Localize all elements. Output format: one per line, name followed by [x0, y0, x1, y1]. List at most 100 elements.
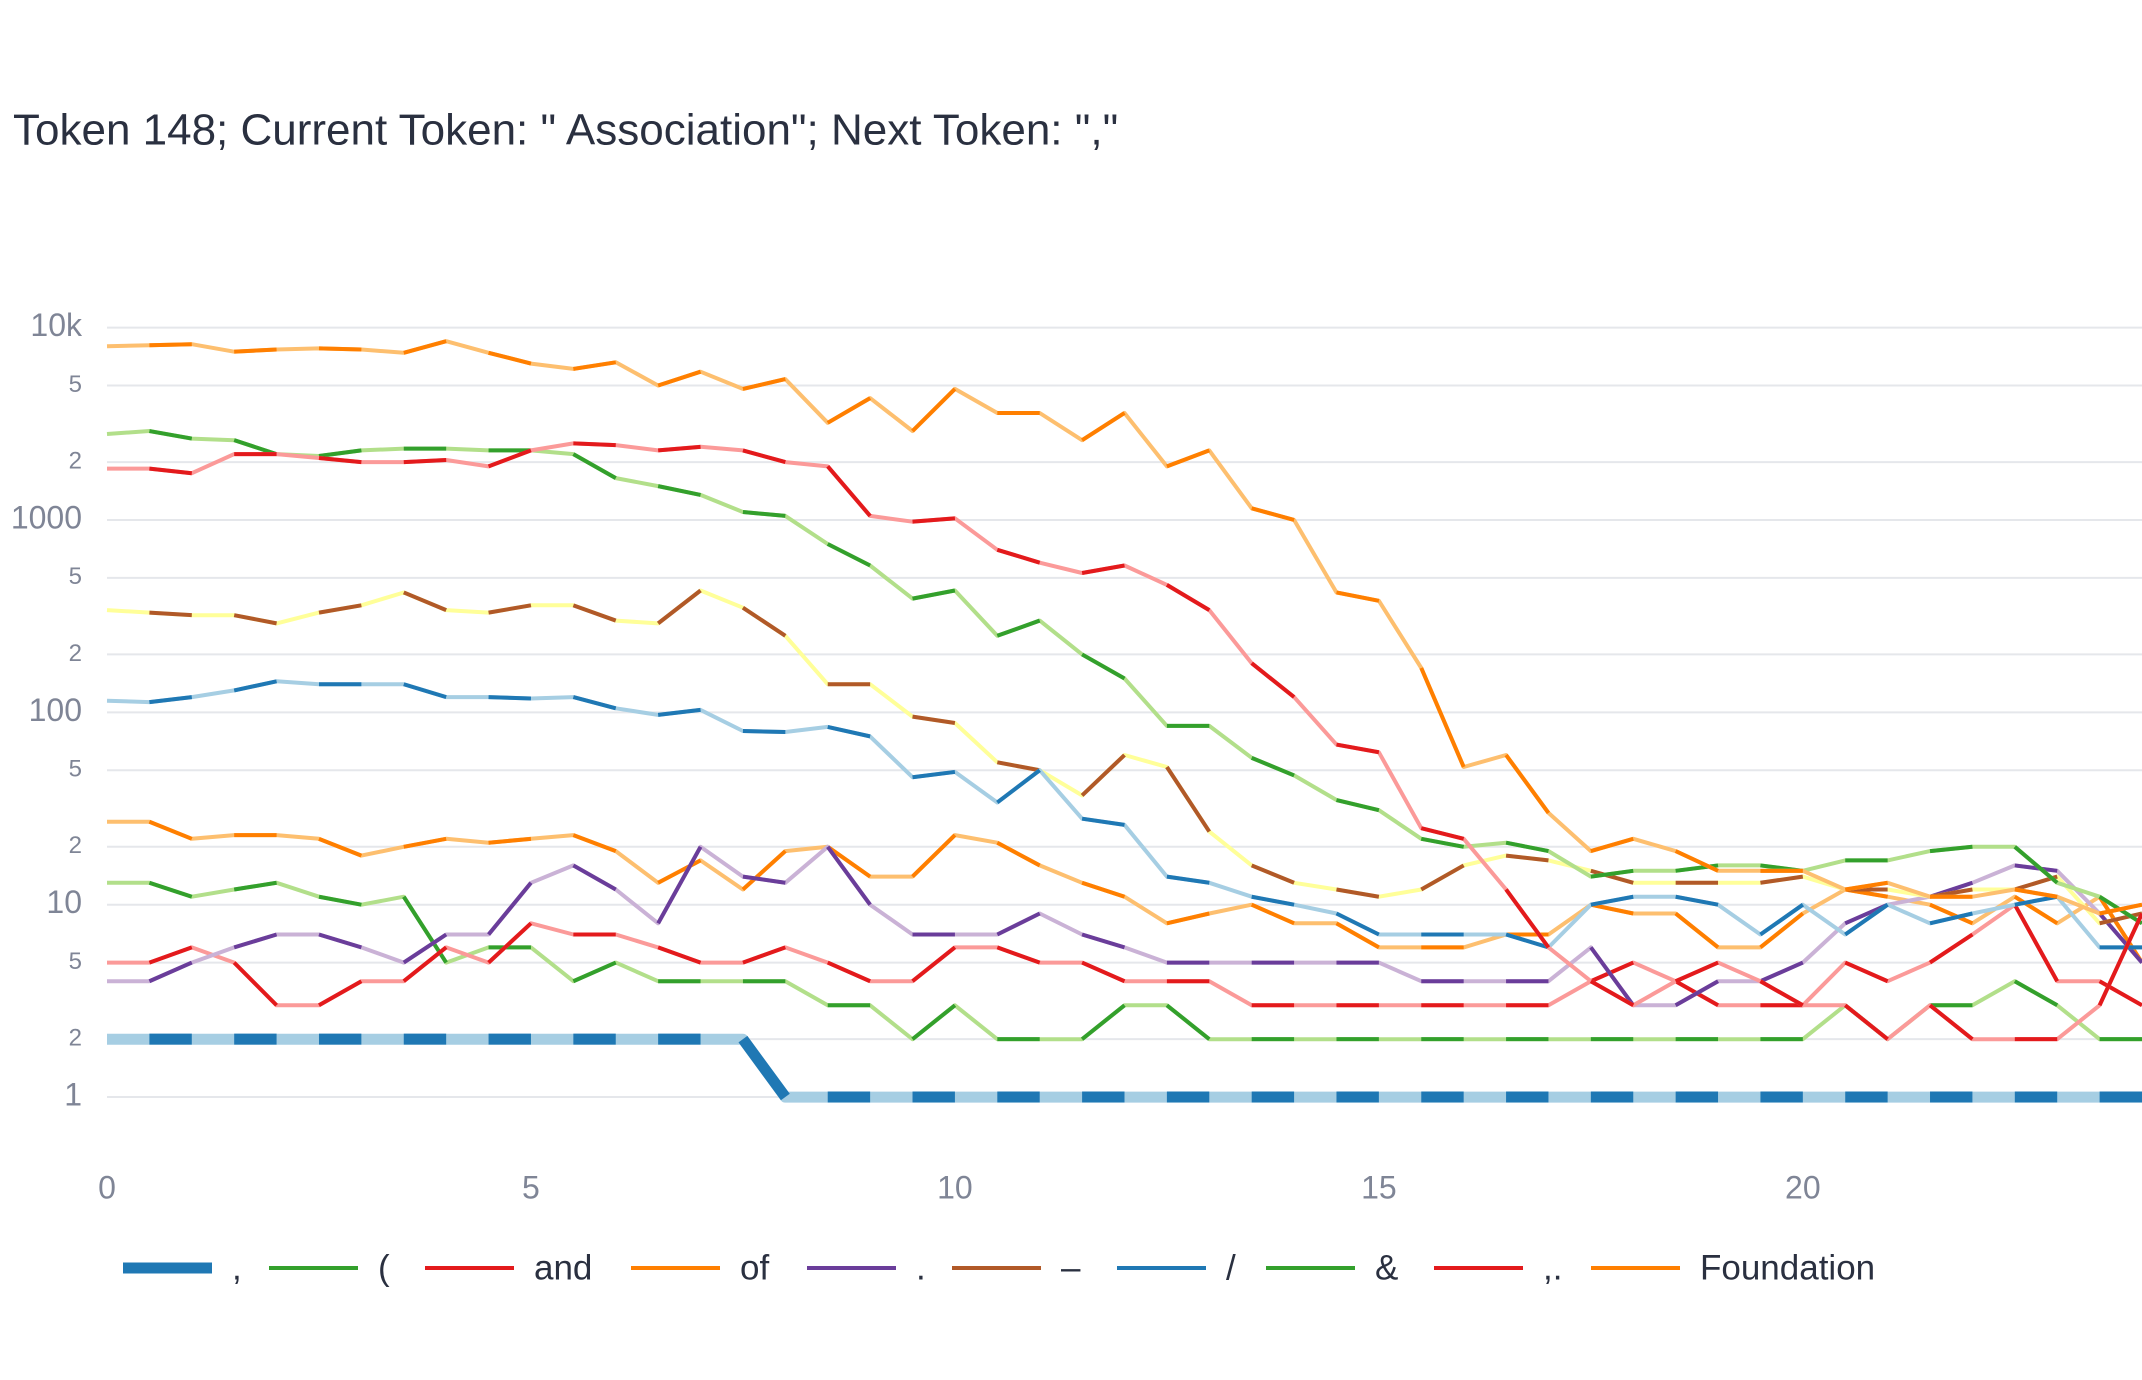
series-segment: [1165, 583, 1211, 612]
series-line: [107, 1033, 2142, 1103]
series-segment: [1590, 836, 1634, 853]
series-segment: [149, 695, 193, 705]
series-segment: [656, 588, 702, 625]
series-segment: [2014, 863, 2058, 873]
series-segment: [1336, 742, 1380, 755]
axes: 1 2 5 10 2 5 100 2 5 1000 2 5 10k 0 5 10 15 20: [11, 307, 1821, 1205]
legend-label: .: [916, 1248, 926, 1287]
series-segment: [657, 444, 701, 453]
series-segment: [1590, 868, 1634, 885]
y-tick-label: 5: [69, 948, 82, 975]
series-segment: [657, 858, 702, 885]
series-segment: [487, 448, 532, 469]
series-segment: [742, 945, 787, 965]
series-segment: [233, 438, 278, 457]
y-tick-label: 1: [64, 1077, 82, 1113]
series-segment: [1929, 902, 1974, 926]
series-segment: [742, 874, 786, 885]
series-segment: [488, 603, 532, 615]
legend-label: ,.: [1543, 1248, 1562, 1287]
series-segment: [403, 682, 447, 700]
series-line: [107, 819, 2142, 964]
series-segment: [2013, 845, 2059, 885]
series-segment: [742, 377, 786, 391]
series-segment: [1674, 849, 1719, 873]
y-tick-label: 5: [69, 371, 82, 398]
y-tick-label: 10k: [30, 307, 83, 343]
series-segment: [1420, 826, 1465, 841]
series-segment: [2014, 887, 2058, 899]
series-segment: [572, 695, 617, 711]
series-segment: [996, 840, 1041, 868]
series-segment: [1165, 765, 1211, 833]
legend-label: ,: [232, 1248, 242, 1287]
series-segment: [1166, 448, 1210, 469]
series-segment: [1590, 960, 1635, 984]
series-segment: [827, 724, 871, 739]
series-segment: [738, 1035, 790, 1101]
series-segment: [657, 484, 701, 497]
series-segment: [657, 945, 702, 965]
series-segment: [403, 836, 447, 849]
series-segment: [573, 360, 617, 371]
series-segment: [1336, 590, 1380, 603]
series-segment: [741, 849, 787, 891]
series-segment: [1505, 840, 1549, 854]
series-segment: [1420, 863, 1465, 892]
series-segment: [826, 960, 871, 984]
series-segment: [1250, 661, 1296, 699]
chart-title: Token 148; Current Token: " Association"…: [13, 106, 1118, 155]
series-segment: [402, 945, 448, 983]
x-tick-label: 5: [522, 1169, 540, 1205]
series-segment: [148, 880, 193, 899]
series-segment: [317, 979, 363, 1008]
series-segment: [1165, 1003, 1211, 1041]
series-segment: [1335, 911, 1380, 937]
x-tick-label: 0: [98, 1169, 116, 1205]
series-segment: [911, 1003, 957, 1041]
y-tick-label: 2: [69, 447, 82, 474]
series-segment: [1590, 894, 1634, 907]
series-segment: [2013, 979, 2059, 1008]
series-segment: [2099, 902, 2142, 916]
series-segment: [233, 679, 278, 693]
series-segment: [573, 441, 616, 448]
series-segment: [2013, 903, 2059, 983]
series-segment: [1590, 902, 1634, 916]
series-segment: [572, 833, 617, 853]
series-segment: [487, 921, 533, 965]
series-segment: [1250, 863, 1295, 885]
legend-label: /: [1226, 1248, 1236, 1287]
series-segment: [1928, 932, 1974, 965]
series-segment: [912, 588, 956, 601]
series-segment: [318, 894, 362, 907]
y-tick-label: 2: [69, 640, 82, 667]
series-segment: [996, 945, 1041, 965]
x-tick-label: 20: [1785, 1169, 1821, 1205]
series-segment: [233, 880, 277, 892]
series-segment: [149, 342, 192, 348]
legend-label: –: [1061, 1248, 1081, 1287]
legend-label: and: [534, 1248, 592, 1287]
y-tick-label: 5: [69, 563, 82, 590]
series-segment: [2097, 912, 2142, 1007]
series-segment: [1504, 888, 1551, 949]
series-segment: [996, 768, 1041, 805]
series-segment: [742, 510, 786, 518]
series-segment: [1760, 874, 1804, 885]
series-segment: [911, 945, 957, 983]
series-segment: [1843, 1003, 1889, 1041]
series-segment: [742, 448, 786, 465]
series-segment: [233, 932, 278, 950]
series-segment: [488, 695, 532, 701]
x-tick-label: 15: [1361, 1169, 1397, 1205]
series-segment: [911, 833, 957, 879]
y-tick-label: 2: [69, 1024, 82, 1051]
series-segment: [742, 728, 786, 735]
series-segment: [1844, 960, 1889, 984]
series-segment: [149, 466, 193, 476]
series-segment: [996, 911, 1041, 937]
series-segment: [403, 458, 447, 465]
x-tick-label: 10: [937, 1169, 973, 1205]
